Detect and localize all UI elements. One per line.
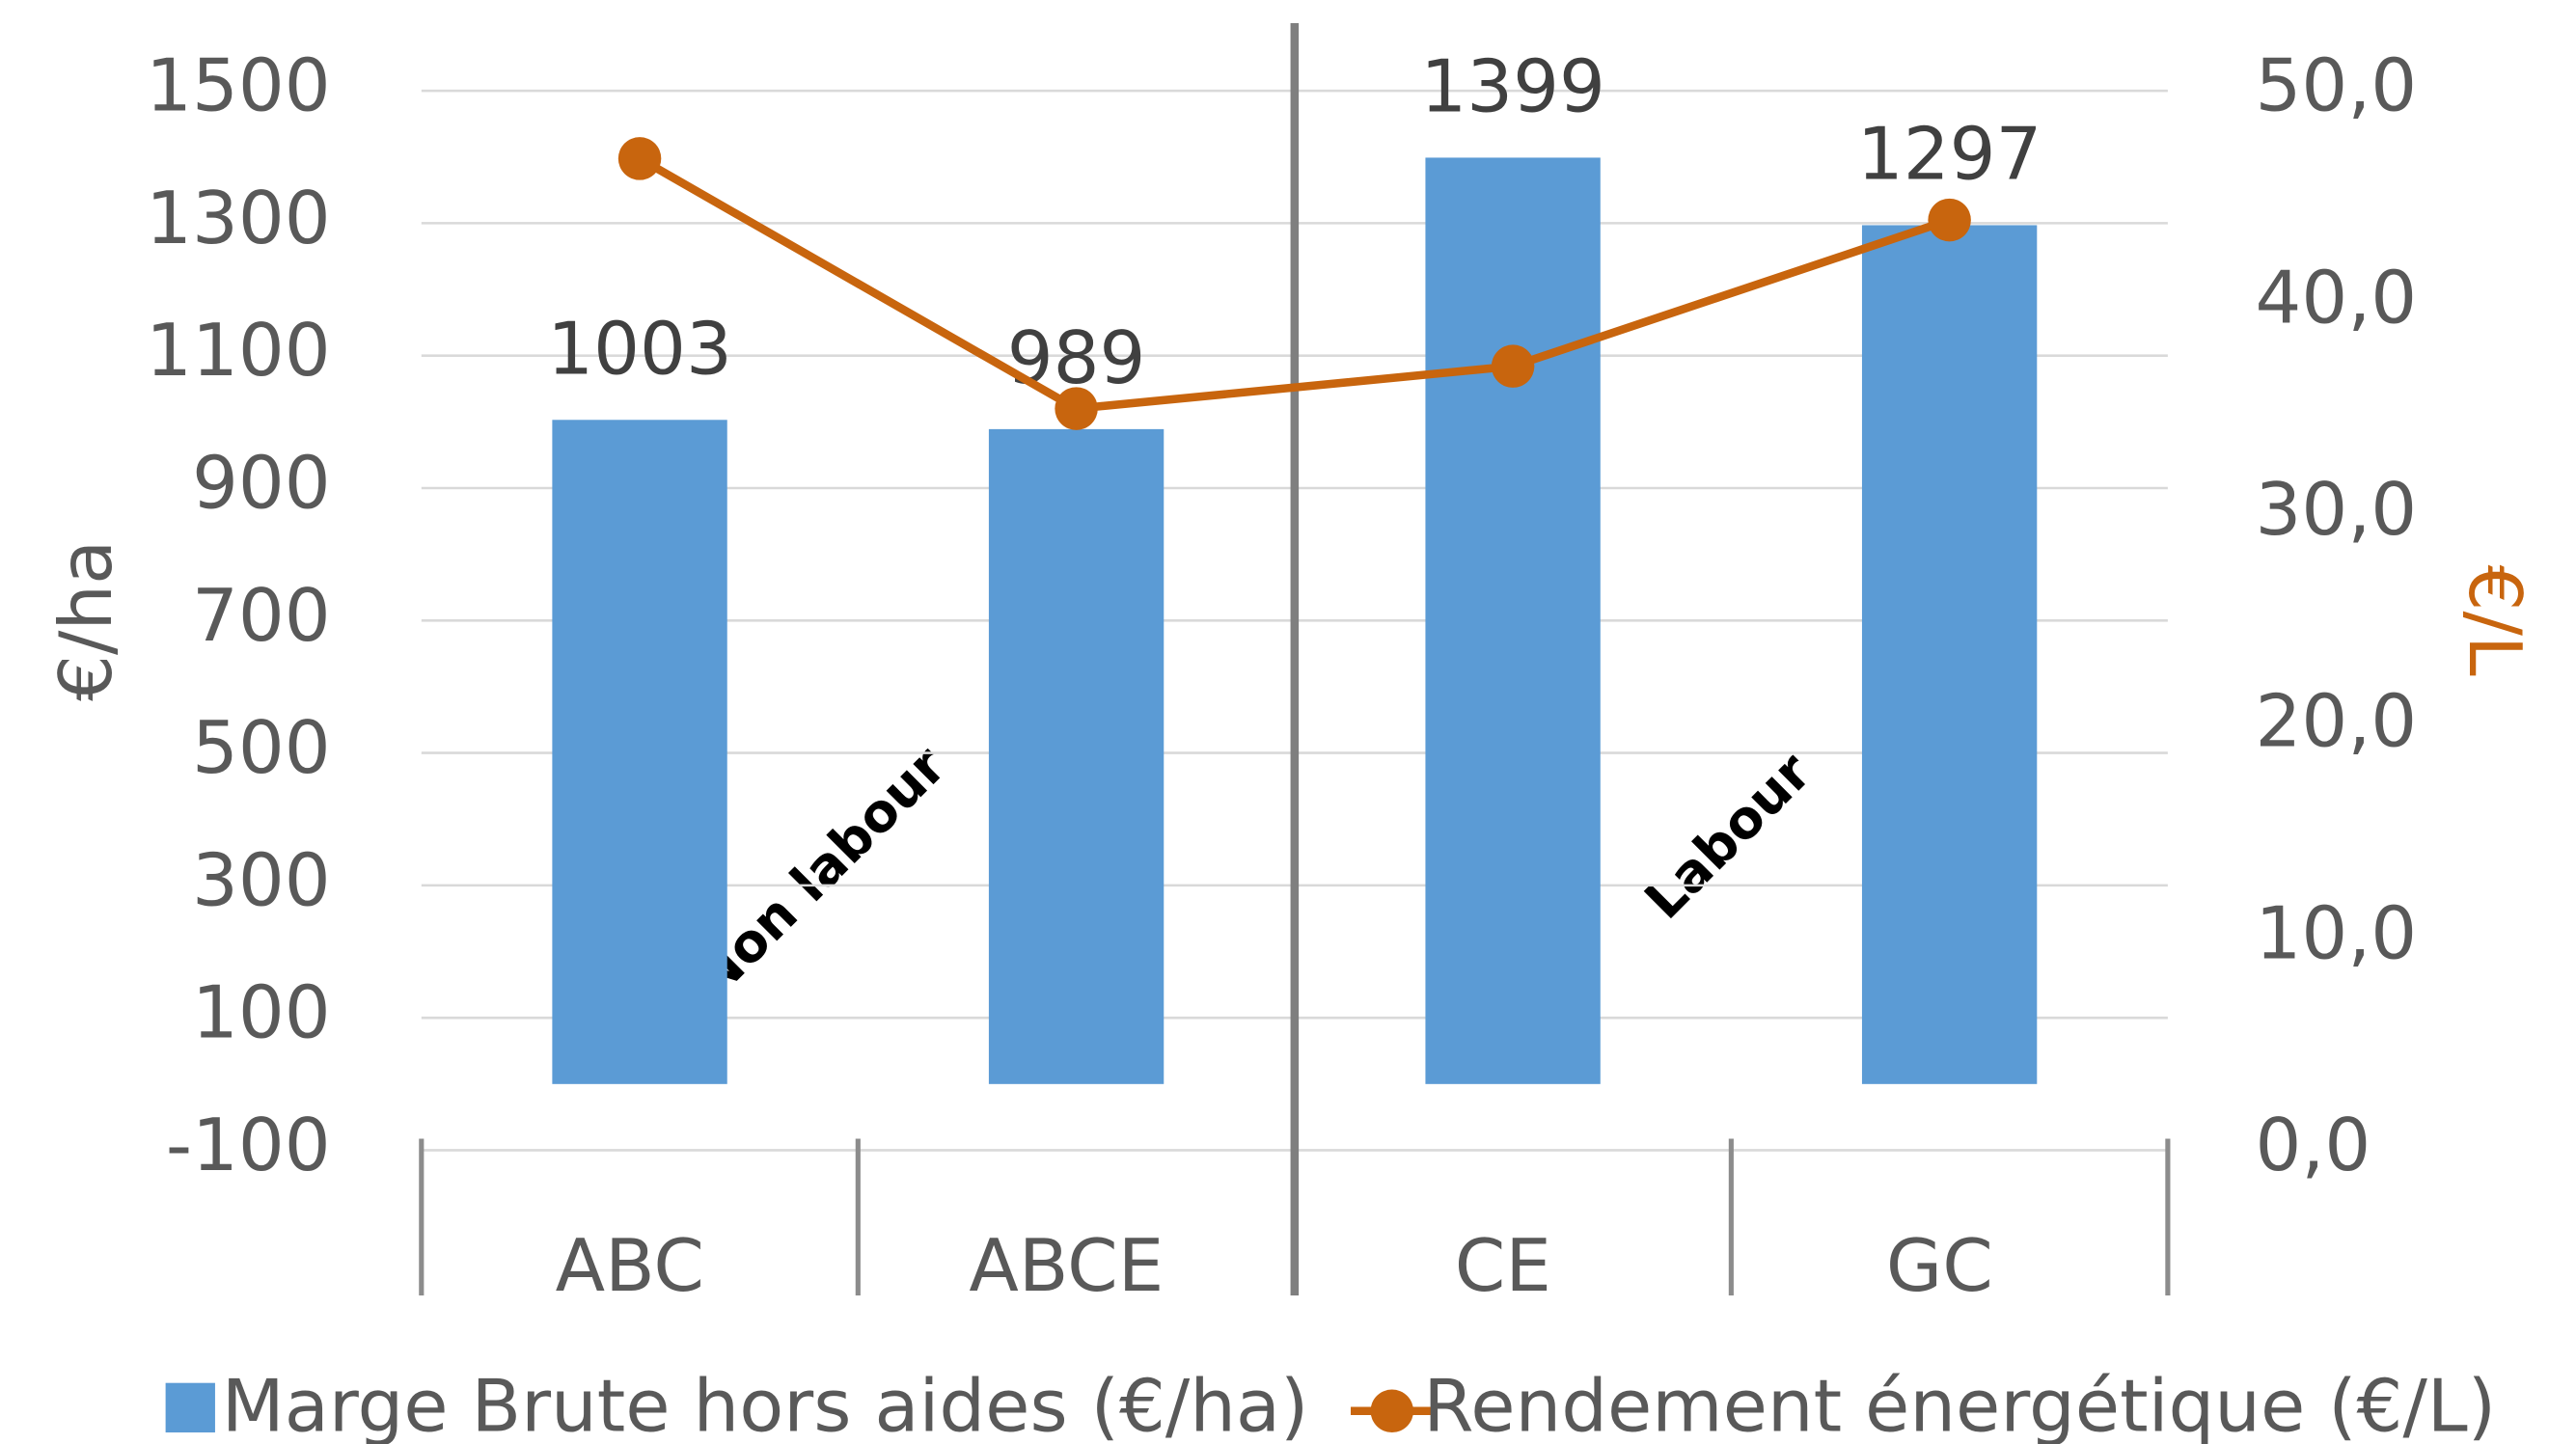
bar [1861, 225, 2038, 1084]
line-point [617, 137, 662, 180]
x-tick-label: CE [1455, 1223, 1551, 1308]
y2-tick-label: 30,0 [2256, 467, 2418, 552]
y-tick-label: -100 [166, 1103, 331, 1187]
y2-tick-label: 10,0 [2256, 890, 2418, 975]
y2-axis-title: €/L [2453, 565, 2537, 676]
y-tick-label: 1500 [146, 43, 331, 128]
bar [1425, 157, 1601, 1084]
bar [988, 428, 1165, 1084]
legend-swatch [1370, 1389, 1414, 1433]
y-tick-label: 900 [192, 440, 331, 525]
y-tick-label: 300 [192, 837, 331, 922]
y2-tick-label: 50,0 [2256, 43, 2418, 128]
y2-tick-label: 20,0 [2256, 679, 2418, 764]
line-point [1928, 198, 1971, 242]
legend-swatch [165, 1382, 215, 1433]
y-tick-label: 700 [192, 573, 331, 658]
y-tick-label: 1300 [146, 176, 331, 260]
data-label: 1297 [1857, 112, 2042, 197]
data-label: 1399 [1420, 43, 1605, 128]
y-tick-label: 500 [192, 705, 331, 790]
y-tick-label: 100 [192, 970, 331, 1055]
line-point [1491, 344, 1535, 388]
x-tick-label: ABCE [969, 1223, 1164, 1308]
y2-tick-label: 40,0 [2256, 255, 2418, 340]
annotation: Labour [1632, 741, 1822, 931]
line [637, 154, 1951, 413]
y-axis-title: €/ha [43, 540, 128, 701]
x-tick-label: GC [1886, 1223, 1993, 1308]
legend-label: Marge Brute hors aides (€/ha) [222, 1363, 1309, 1444]
legend-label: Rendement énergétique (€/L) [1423, 1363, 2496, 1444]
y-tick-label: 1100 [146, 308, 331, 393]
bar [552, 420, 727, 1084]
x-tick-label: ABC [556, 1223, 704, 1308]
y2-tick-label: 0,0 [2256, 1103, 2371, 1187]
data-label: 1003 [547, 306, 732, 391]
line-point [1055, 387, 1098, 430]
